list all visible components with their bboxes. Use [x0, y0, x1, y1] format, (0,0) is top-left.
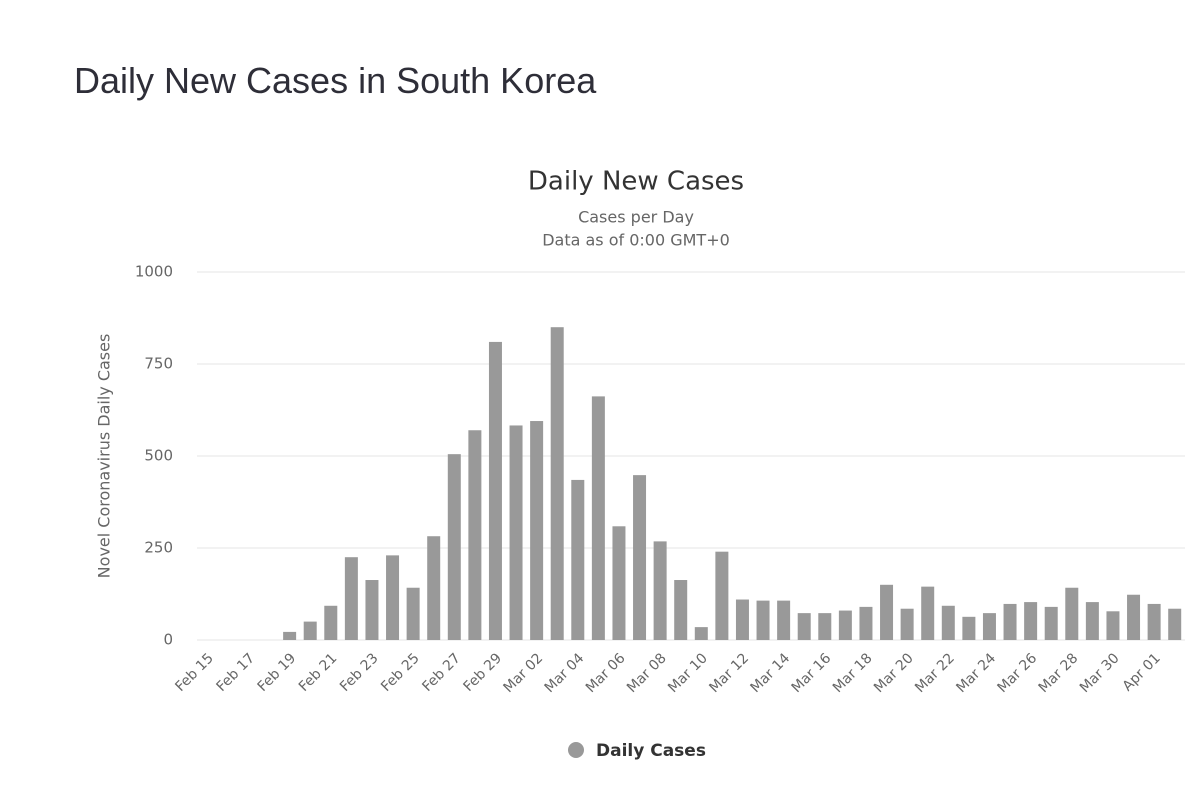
bar — [406, 587, 420, 640]
bar — [1065, 587, 1079, 640]
bar — [283, 631, 297, 640]
bar — [653, 541, 667, 640]
bar — [735, 599, 749, 640]
bar — [571, 479, 585, 640]
bar — [941, 605, 955, 640]
bar — [1168, 608, 1182, 640]
bar — [921, 586, 935, 640]
x-tick-label: Mar 04 — [542, 650, 588, 696]
y-tick-label: 500 — [144, 447, 173, 465]
bar — [1044, 606, 1058, 640]
x-tick-label: Mar 16 — [789, 650, 835, 696]
chart-subtitle: Data as of 0:00 GMT+0 — [542, 231, 730, 250]
x-tick-label: Feb 19 — [255, 650, 300, 695]
x-tick-label: Apr 01 — [1120, 650, 1164, 694]
x-tick-label: Feb 21 — [296, 650, 341, 695]
bar — [880, 584, 894, 640]
x-tick-label: Feb 27 — [419, 650, 464, 695]
bar — [674, 580, 688, 640]
x-tick-label: Mar 02 — [501, 650, 547, 696]
y-tick-label: 250 — [144, 539, 173, 557]
bar — [303, 621, 317, 640]
bar — [324, 605, 338, 640]
bar — [365, 580, 379, 640]
bar — [756, 600, 770, 640]
chart-title: Daily New Cases — [528, 167, 744, 197]
bar — [715, 551, 729, 640]
bar — [838, 610, 852, 640]
legend-marker — [568, 742, 584, 758]
x-tick-label: Feb 15 — [172, 650, 217, 695]
x-tick-label: Feb 25 — [378, 650, 423, 695]
x-tick-label: Feb 29 — [461, 650, 506, 695]
bar — [530, 421, 544, 640]
legend-label: Daily Cases — [596, 741, 706, 761]
bar — [1024, 602, 1038, 640]
bar — [550, 327, 564, 640]
bar — [386, 555, 400, 640]
x-tick-label: Mar 06 — [583, 650, 629, 696]
bar — [1085, 602, 1099, 640]
bar — [633, 475, 647, 640]
x-tick-label: Mar 18 — [830, 650, 876, 696]
bar — [859, 606, 873, 640]
y-tick-label: 1000 — [135, 263, 173, 281]
bar — [344, 557, 358, 640]
bar — [797, 613, 811, 640]
x-tick-label: Mar 14 — [748, 650, 794, 696]
x-tick-label: Mar 26 — [995, 650, 1041, 696]
bar — [1003, 603, 1017, 640]
bar — [900, 608, 914, 640]
bar — [509, 425, 523, 640]
bar — [1106, 611, 1120, 640]
bar — [591, 396, 605, 640]
x-tick-label: Feb 17 — [214, 650, 259, 695]
x-tick-label: Mar 12 — [706, 650, 752, 696]
x-tick-label: Feb 23 — [337, 650, 382, 695]
bar — [777, 600, 791, 640]
bar — [447, 454, 461, 640]
bar — [468, 430, 482, 640]
page-heading: Daily New Cases in South Korea — [74, 60, 597, 101]
bar — [427, 536, 441, 640]
bar — [962, 616, 976, 640]
x-tick-label: Mar 30 — [1077, 650, 1123, 696]
bar — [982, 613, 996, 640]
x-tick-label: Mar 22 — [912, 650, 958, 696]
bar — [1147, 603, 1161, 640]
bar — [612, 526, 626, 640]
y-axis-label: Novel Coronavirus Daily Cases — [95, 334, 114, 579]
x-tick-label: Mar 08 — [624, 650, 670, 696]
x-tick-label: Mar 28 — [1036, 650, 1082, 696]
x-tick-label: Mar 24 — [953, 650, 999, 696]
bar — [818, 613, 832, 640]
bar — [1127, 594, 1141, 640]
x-tick-label: Mar 20 — [871, 650, 917, 696]
y-tick-label: 0 — [163, 631, 173, 649]
chart-subtitle: Cases per Day — [578, 208, 694, 227]
y-tick-label: 750 — [144, 355, 173, 373]
x-tick-label: Mar 10 — [665, 650, 711, 696]
bar — [694, 627, 708, 640]
bar — [488, 341, 502, 640]
